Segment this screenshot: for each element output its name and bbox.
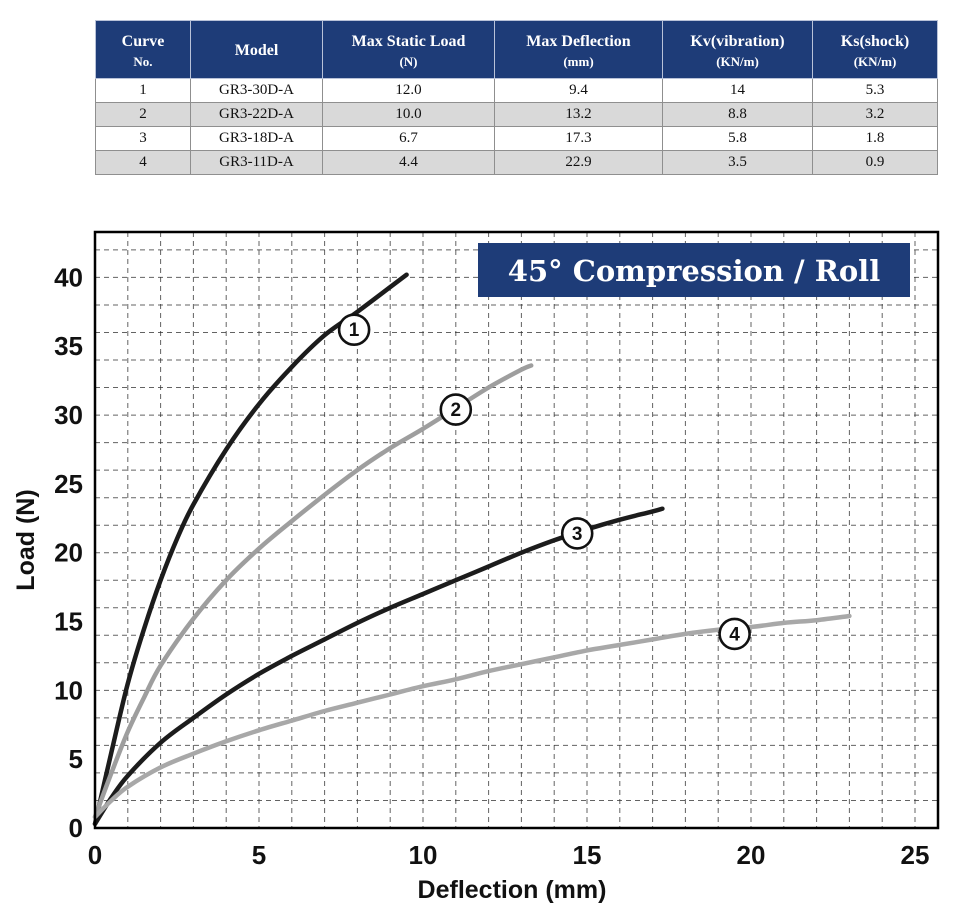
table-cell: 6.7 — [322, 126, 495, 152]
table-cell: 3 — [95, 126, 191, 152]
x-tick-label: 15 — [573, 840, 602, 870]
grid-layer — [95, 232, 938, 828]
table-row: 1 GR3-30D-A 12.0 9.4 14 5.3 — [95, 78, 938, 104]
curve-4 — [92, 613, 852, 820]
tick-layer: 0 5 10 15 20 25 0 5 10 15 20 25 30 35 40 — [54, 262, 929, 870]
column-header-line1: Kv(vibration) — [690, 33, 785, 50]
curve-label-1: 1 — [349, 320, 360, 341]
column-header-line2: (mm) — [563, 53, 594, 69]
curve-label-3: 3 — [572, 524, 583, 545]
column-header-line1: Ks(shock) — [840, 33, 910, 50]
table-cell: GR3-18D-A — [190, 126, 323, 152]
table-cell: 5.3 — [812, 78, 938, 104]
x-axis-title: Deflection (mm) — [418, 876, 607, 904]
table-cell: 12.0 — [322, 78, 495, 104]
chart: 1 2 3 4 0 5 10 15 20 25 0 5 10 15 20 25 30 35 40 45° Comp… — [0, 210, 971, 915]
y-tick-label: 30 — [54, 400, 83, 430]
curve-1 — [92, 272, 409, 827]
column-header-line1: Max Static Load — [351, 33, 466, 50]
table-cell: GR3-30D-A — [190, 78, 323, 104]
table-row: 3 GR3-18D-A 6.7 17.3 5.8 1.8 — [95, 126, 938, 152]
load-deflection-chart: 1 2 3 4 0 5 10 15 20 25 0 5 10 15 20 25 30 35 40 45° Comp… — [12, 230, 940, 904]
table-row: 4 GR3-11D-A 4.4 22.9 3.5 0.9 — [95, 150, 938, 176]
y-tick-label: 40 — [54, 262, 83, 292]
y-tick-label: 0 — [69, 813, 83, 843]
table-cell: 3.2 — [812, 102, 938, 128]
table-cell: 10.0 — [322, 102, 495, 128]
column-header-line2: (N) — [399, 53, 418, 69]
y-tick-label: 25 — [54, 469, 83, 499]
curve-label-circle-1 — [337, 313, 371, 346]
column-header: Max Deflection (mm) — [494, 19, 663, 80]
table-cell: 8.8 — [662, 102, 813, 128]
y-tick-label: 20 — [54, 538, 83, 568]
x-tick-label: 25 — [901, 840, 930, 870]
plot-frame — [93, 230, 940, 830]
column-header: Ks(shock) (KN/m) — [812, 19, 938, 80]
chart-title-banner — [478, 243, 910, 297]
table-cell: 9.4 — [494, 78, 663, 104]
table-cell: GR3-11D-A — [190, 150, 323, 176]
spec-table: Curve No. Model Max Static Load (N) Max Defle… — [95, 19, 938, 176]
column-header: Model — [190, 19, 323, 80]
x-tick-label: 0 — [88, 840, 102, 870]
y-axis-title: Load (N) — [12, 489, 40, 590]
y-tick-label: 5 — [69, 744, 83, 774]
chart-title: 45° Compression / Roll — [508, 254, 880, 288]
table-cell: 1.8 — [812, 126, 938, 152]
table-cell: 13.2 — [494, 102, 663, 128]
table-cell: 14 — [662, 78, 813, 104]
column-header: Max Static Load (N) — [322, 19, 495, 80]
column-header-line2: (KN/m) — [716, 53, 759, 69]
table-cell: 22.9 — [494, 150, 663, 176]
table-cell: 4.4 — [322, 150, 495, 176]
table-row: 2 GR3-22D-A 10.0 13.2 8.8 3.2 — [95, 102, 938, 128]
table-cell: 17.3 — [494, 126, 663, 152]
curve-layer: 1 2 3 4 — [92, 272, 852, 827]
curve-label-4: 4 — [729, 624, 740, 645]
x-tick-label: 5 — [252, 840, 266, 870]
table-cell: 1 — [95, 78, 191, 104]
x-tick-label: 10 — [409, 840, 438, 870]
table-cell: 5.8 — [662, 126, 813, 152]
curve-label-circle-2 — [439, 393, 473, 426]
column-header-line1: Max Deflection — [526, 33, 631, 50]
column-header: Kv(vibration) (KN/m) — [662, 19, 813, 80]
y-tick-label: 15 — [54, 607, 83, 637]
curve-3 — [92, 506, 665, 827]
spec-table-body: 1 GR3-30D-A 12.0 9.4 14 5.3 2 GR3-22D-A 10.0 13.2… — [95, 78, 938, 176]
table-cell: 0.9 — [812, 150, 938, 176]
spec-table-head: Curve No. Model Max Static Load (N) Max Defle… — [95, 19, 938, 80]
column-header-line1: Curve — [121, 33, 165, 50]
column-header-line1: Model — [234, 41, 279, 59]
table-cell: GR3-22D-A — [190, 102, 323, 128]
column-header-line2: (KN/m) — [853, 53, 897, 69]
curve-label-circle-3 — [560, 517, 594, 550]
y-tick-label: 10 — [54, 675, 83, 705]
header-row: Curve No. Model Max Static Load (N) Max Defle… — [95, 19, 938, 80]
x-tick-label: 20 — [737, 840, 766, 870]
y-tick-label: 35 — [54, 331, 83, 361]
column-header: Curve No. — [95, 19, 191, 80]
table-cell: 2 — [95, 102, 191, 128]
table-cell: 4 — [95, 150, 191, 176]
column-header-line2: No. — [133, 53, 153, 69]
table-cell: 3.5 — [662, 150, 813, 176]
curve-label-circle-4 — [718, 617, 751, 651]
curve-label-2: 2 — [451, 400, 462, 421]
